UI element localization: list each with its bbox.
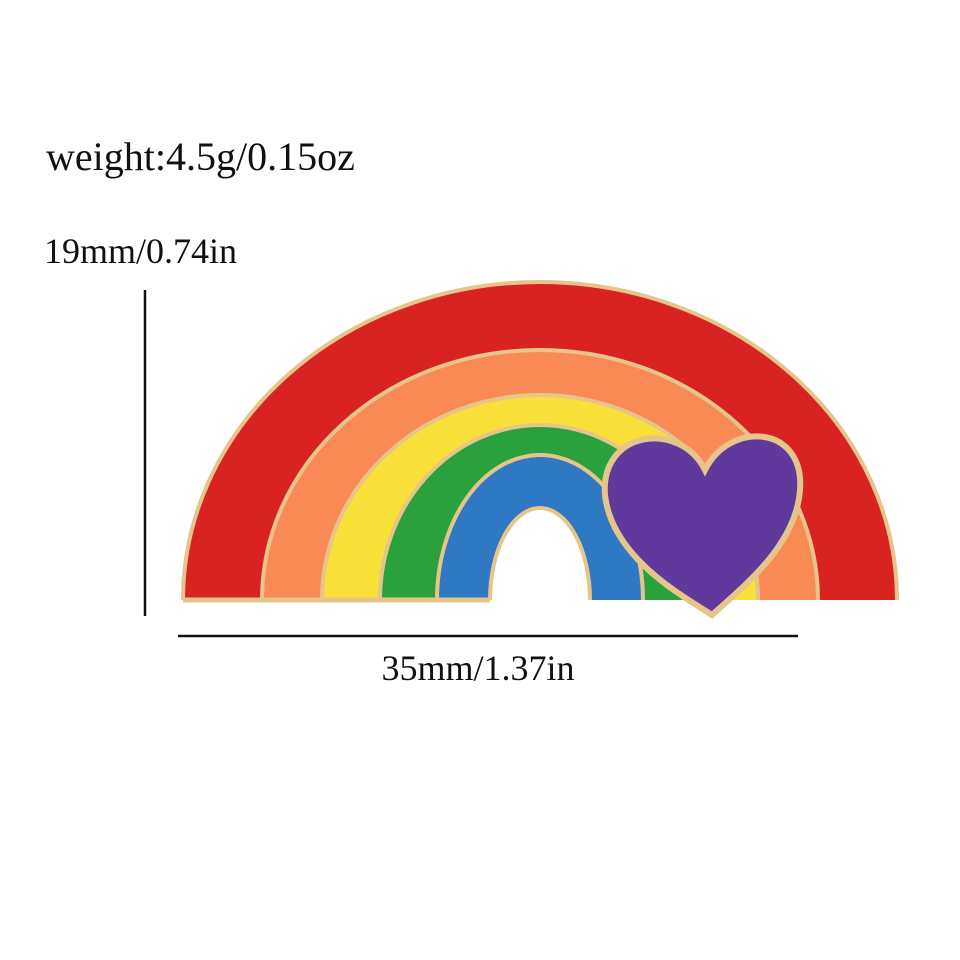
rainbow-hole	[488, 506, 592, 600]
width-label: 35mm/1.37in	[381, 648, 574, 688]
height-label: 19mm/0.74in	[44, 231, 237, 271]
heart	[601, 433, 804, 619]
rainbow-pin	[181, 280, 899, 619]
weight-label: weight:4.5g/0.15oz	[46, 134, 355, 179]
